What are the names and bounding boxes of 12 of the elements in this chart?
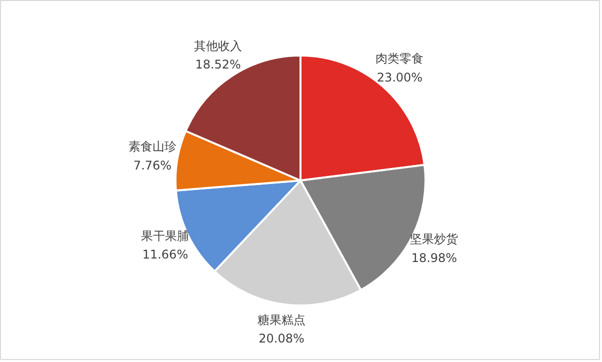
data-label: 7.76% xyxy=(133,158,172,172)
data-label: 20.08% xyxy=(258,332,304,346)
data-label: 11.66% xyxy=(142,248,188,262)
data-label: 18.52% xyxy=(195,58,241,72)
slice-label: 肉类零食 xyxy=(376,52,424,66)
data-label: 23.00% xyxy=(376,70,423,84)
data-label: 18.98% xyxy=(411,250,458,265)
slice-label: 坚果炒货 xyxy=(410,232,458,246)
slice-label: 果干果脯 xyxy=(141,228,190,243)
slice-label: 素食山珍 xyxy=(128,140,176,154)
slice-label: 其他收入 xyxy=(194,38,242,53)
slice-label: 糖果糕点 xyxy=(258,312,306,327)
